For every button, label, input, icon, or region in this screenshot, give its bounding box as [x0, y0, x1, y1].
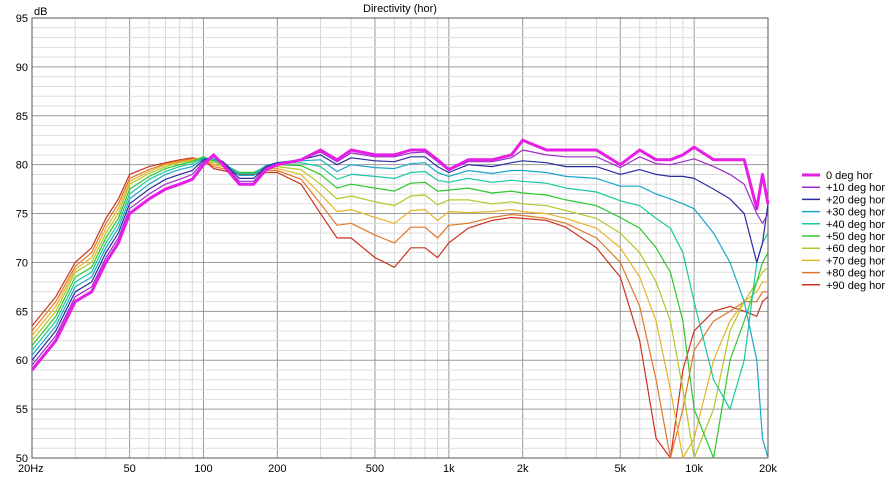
- series-line-4: [31, 157, 769, 410]
- series-line-8: [31, 158, 768, 459]
- series-line-0: [30, 138, 770, 371]
- x-tick-label: 5k: [614, 463, 626, 475]
- y-tick-label: 65: [16, 306, 28, 318]
- y-tick-label: 80: [16, 160, 28, 172]
- plot-frame: [31, 17, 769, 459]
- x-tick-label: 500: [366, 463, 384, 475]
- y-tick-label: 90: [16, 62, 28, 74]
- legend-label-5: +50 deg hor: [826, 231, 885, 243]
- series-line-7: [31, 157, 768, 459]
- series-line-3: [31, 158, 769, 459]
- y-tick-label: 95: [16, 13, 28, 25]
- legend-label-6: +60 deg hor: [826, 243, 885, 255]
- y-tick-label: 70: [16, 257, 28, 269]
- chart-title: Directivity (hor): [363, 3, 437, 15]
- x-tick-label: 1k: [443, 463, 455, 475]
- legend-label-2: +20 deg hor: [826, 194, 885, 206]
- legend: 0 deg hor+10 deg hor+20 deg hor+30 deg h…: [802, 170, 885, 292]
- legend-label-3: +30 deg hor: [826, 207, 885, 219]
- series-line-9: [31, 157, 769, 459]
- x-axis: 20Hz 50 100 200 500 1k 2k 5k 10k 20k: [18, 463, 777, 475]
- y-tick-label: 75: [16, 209, 28, 221]
- x-tick-label: 20Hz: [18, 463, 44, 475]
- x-tick-label: 100: [194, 463, 212, 475]
- legend-label-7: +70 deg hor: [826, 255, 885, 267]
- grid: [31, 17, 769, 459]
- y-tick-label: 60: [16, 355, 28, 367]
- x-tick-label: 20k: [759, 463, 777, 475]
- legend-label-1: +10 deg hor: [826, 182, 885, 194]
- y-tick-label: 55: [16, 404, 28, 416]
- y-axis-label: dB: [34, 6, 47, 18]
- x-tick-label: 200: [268, 463, 286, 475]
- x-tick-label: 2k: [517, 463, 529, 475]
- y-tick-label: 85: [16, 111, 28, 123]
- plot-area: [31, 17, 769, 459]
- y-tick-label: 50: [16, 453, 28, 465]
- series-layer: [30, 138, 770, 459]
- series-line-5: [31, 156, 769, 459]
- legend-label-0: 0 deg hor: [826, 170, 873, 182]
- y-axis: 50 55 60 65 70 75 80 85 90 95: [16, 13, 28, 465]
- series-line-6: [31, 156, 769, 459]
- x-tick-label: 10k: [685, 463, 703, 475]
- legend-label-4: +40 deg hor: [826, 219, 885, 231]
- legend-label-8: +80 deg hor: [826, 268, 885, 280]
- series-line-2: [31, 154, 769, 361]
- x-tick-label: 50: [124, 463, 136, 475]
- legend-label-9: +90 deg hor: [826, 280, 885, 292]
- series-line-1: [31, 149, 769, 366]
